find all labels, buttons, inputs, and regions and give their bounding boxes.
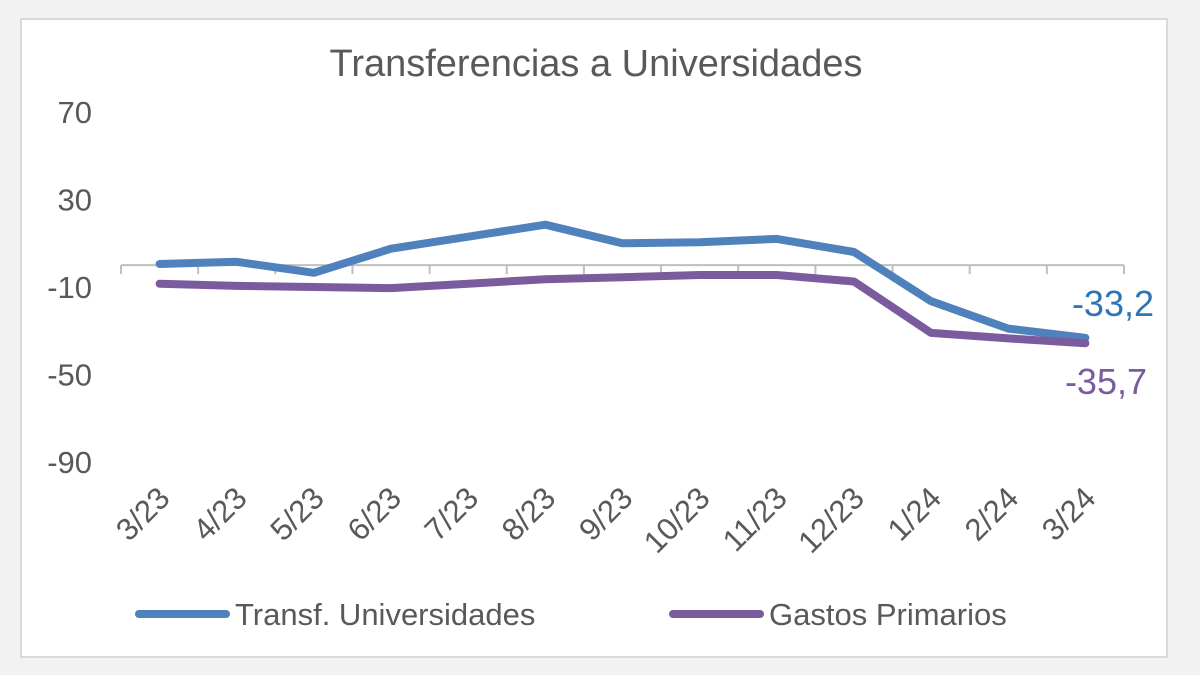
- y-tick-label: -50: [47, 358, 92, 393]
- series-lines: [155, 220, 1090, 348]
- data-label: -35,7: [1065, 361, 1147, 402]
- x-tick-label: 1/24: [881, 480, 948, 547]
- x-tick-label: 9/23: [572, 480, 639, 547]
- series-line: [155, 220, 1090, 342]
- x-tick-label: 12/23: [791, 480, 871, 560]
- legend: Transf. Universidades Gastos Primarios: [135, 597, 1007, 632]
- legend-label: Transf. Universidades: [235, 597, 535, 632]
- y-tick-label: 70: [58, 95, 92, 130]
- x-tick-label: 11/23: [716, 480, 794, 558]
- legend-label: Gastos Primarios: [769, 597, 1007, 632]
- y-tick-label: -10: [47, 270, 92, 305]
- y-tick-label: -90: [47, 445, 92, 480]
- series-line: [155, 271, 1090, 348]
- x-tick-label: 6/23: [341, 480, 408, 547]
- x-tick-label: 10/23: [637, 480, 717, 560]
- x-tick-label: 8/23: [495, 480, 562, 547]
- x-tick-label: 2/24: [958, 480, 1025, 547]
- y-axis-ticks: 70 30 -10 -50 -90: [47, 95, 92, 480]
- chart-title: Transferencias a Universidades: [330, 43, 863, 85]
- y-tick-label: 30: [58, 183, 92, 218]
- x-tick-label: 3/24: [1035, 480, 1102, 547]
- x-tick-label: 4/23: [186, 480, 253, 547]
- end-labels: -33,2 -35,7: [1065, 283, 1154, 402]
- x-tick-label: 3/23: [109, 480, 176, 547]
- x-tick-label: 7/23: [418, 480, 485, 547]
- x-tick-label: 5/23: [263, 480, 330, 547]
- data-label: -33,2: [1072, 283, 1154, 324]
